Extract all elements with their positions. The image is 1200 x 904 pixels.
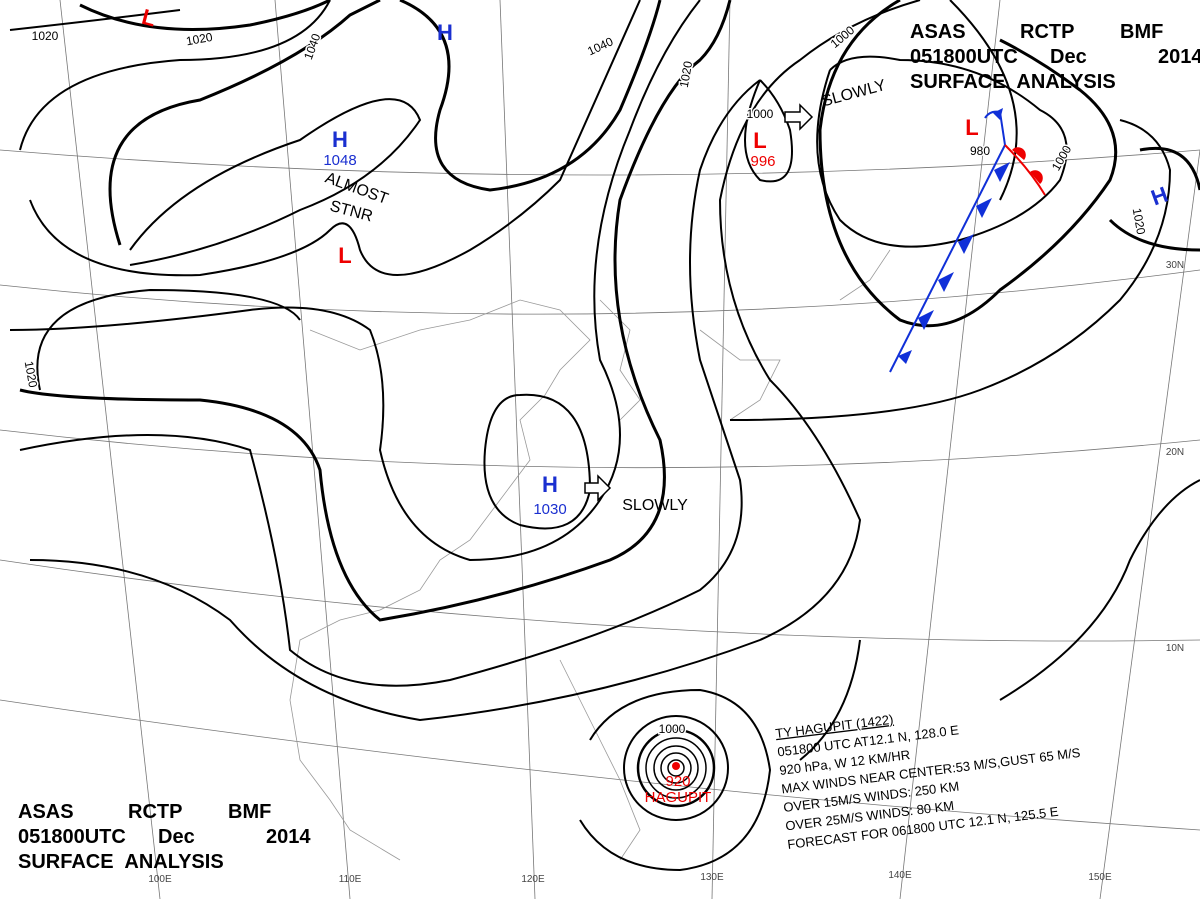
header-word: Dec	[158, 826, 195, 848]
isobar-label: 1020	[32, 29, 59, 43]
latitude-label: 20N	[1166, 447, 1184, 458]
isobar-label: 1020	[185, 30, 214, 48]
latitude-label: 10N	[1166, 643, 1184, 654]
header-line: SURFACE ANALYSIS	[18, 851, 224, 873]
header-word: RCTP	[1020, 21, 1074, 43]
pressure-symbol: L	[139, 4, 158, 32]
pressure-value: 1048	[323, 152, 356, 169]
pressure-symbol: H	[542, 472, 558, 497]
pressure-symbol: H	[437, 20, 453, 45]
header-word: BMF	[1120, 21, 1163, 43]
header-word: 051800UTC	[910, 46, 1018, 68]
isobar-label: 1020	[22, 360, 40, 389]
header-top: ASAS RCTP BMF 051800UTC Dec 2014 SURFACE ANALY…	[910, 21, 1200, 93]
header-word: ASAS	[910, 21, 966, 43]
header-word: 2014	[266, 826, 311, 848]
coastlines	[289, 249, 891, 861]
isobar-label: 1000	[659, 722, 686, 736]
header-word: 051800UTC	[18, 826, 126, 848]
pressure-symbol: H	[332, 127, 348, 152]
header-bottom: ASAS RCTP BMF 051800UTC Dec 2014 SURFACE ANALY…	[18, 801, 311, 873]
header-word: ASAS	[18, 801, 74, 823]
header-word: BMF	[228, 801, 271, 823]
typhoon-name: HAGUPIT	[645, 789, 712, 806]
motion-arrows	[584, 103, 814, 502]
longitude-label: 100E	[148, 874, 172, 885]
pressure-symbol: L	[338, 243, 351, 268]
pressure-symbol: L	[965, 115, 978, 140]
isobar-label: 980	[970, 144, 990, 158]
pressure-value: 1030	[533, 501, 566, 518]
pressure-symbol: L	[753, 128, 766, 153]
longitude-label: 140E	[888, 870, 912, 881]
pressure-value: 920	[665, 773, 690, 790]
longitude-label: 130E	[700, 872, 724, 883]
isobar-label: 1020	[1130, 207, 1148, 236]
annotation: SLOWLY	[622, 497, 688, 514]
header-word: 2014	[1158, 46, 1200, 68]
typhoon-isobars	[579, 688, 772, 872]
longitude-label: 150E	[1088, 872, 1112, 883]
pressure-value: 996	[750, 153, 775, 170]
isobars	[9, 0, 1200, 761]
fronts	[889, 108, 1046, 373]
typhoon-center	[672, 762, 680, 770]
latitude-label: 30N	[1166, 260, 1184, 271]
header-word: RCTP	[128, 801, 182, 823]
longitude-label: 110E	[339, 874, 362, 885]
longitude-label: 120E	[521, 874, 545, 885]
header-line: SURFACE ANALYSIS	[910, 71, 1116, 93]
isobar-label: 1020	[677, 60, 695, 89]
header-word: Dec	[1050, 46, 1087, 68]
isobar-label: 1000	[747, 107, 774, 121]
